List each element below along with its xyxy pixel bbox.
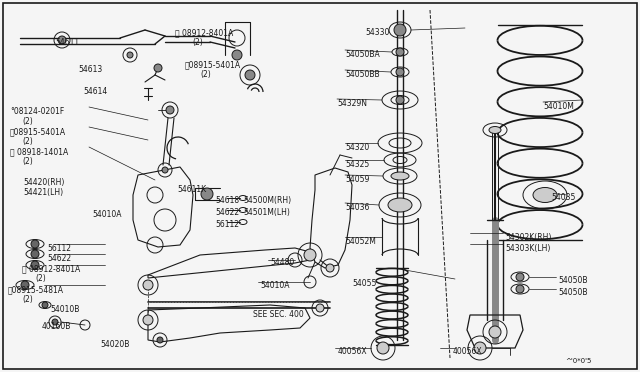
Text: Ⓦ08915-5401A: Ⓦ08915-5401A	[185, 60, 241, 69]
Text: 54020B: 54020B	[100, 340, 129, 349]
Text: 54010M: 54010M	[543, 102, 574, 111]
Text: 54303K(LH): 54303K(LH)	[505, 244, 550, 253]
Text: 54055: 54055	[352, 279, 376, 288]
Text: 54010A: 54010A	[260, 281, 289, 290]
Circle shape	[31, 250, 39, 258]
Circle shape	[42, 302, 48, 308]
Text: Ⓦ08915-5481A: Ⓦ08915-5481A	[8, 285, 64, 294]
Text: 40056X: 40056X	[453, 347, 483, 356]
Circle shape	[396, 48, 404, 56]
Text: 40160B: 40160B	[42, 322, 72, 331]
Text: (2): (2)	[22, 137, 33, 146]
Text: 54050B: 54050B	[558, 288, 588, 297]
Text: 54010A: 54010A	[92, 210, 122, 219]
Circle shape	[21, 281, 29, 289]
Text: 54622: 54622	[47, 254, 71, 263]
Text: (2): (2)	[35, 274, 45, 283]
Text: 54500M(RH): 54500M(RH)	[243, 196, 291, 205]
Text: 54480: 54480	[270, 258, 294, 267]
Text: 54052M: 54052M	[345, 237, 376, 246]
Text: 56112: 56112	[47, 244, 71, 253]
Text: ^'0*0'5: ^'0*0'5	[565, 358, 591, 364]
Circle shape	[394, 24, 406, 36]
Text: 54622: 54622	[215, 208, 239, 217]
Text: 54325: 54325	[345, 160, 369, 169]
Text: 54059: 54059	[345, 175, 369, 184]
Text: °08124-0201F: °08124-0201F	[10, 107, 64, 116]
Circle shape	[31, 240, 39, 248]
Circle shape	[474, 342, 486, 354]
Circle shape	[143, 280, 153, 290]
Text: 54618: 54618	[215, 196, 239, 205]
Circle shape	[516, 285, 524, 293]
Text: (2): (2)	[22, 157, 33, 166]
Text: (2): (2)	[22, 295, 33, 304]
Text: 54611: 54611	[55, 38, 79, 47]
Circle shape	[201, 188, 213, 200]
Circle shape	[304, 249, 316, 261]
Text: 54035: 54035	[551, 193, 575, 202]
Circle shape	[31, 261, 39, 269]
Text: 40056X: 40056X	[338, 347, 367, 356]
Circle shape	[52, 319, 58, 325]
Text: Ⓝ 08912-8401A: Ⓝ 08912-8401A	[175, 28, 233, 37]
Text: (2): (2)	[200, 70, 211, 79]
Text: Ⓝ 08918-1401A: Ⓝ 08918-1401A	[10, 147, 68, 156]
Text: 54036: 54036	[345, 203, 369, 212]
Text: SEE SEC. 400: SEE SEC. 400	[253, 310, 304, 319]
Text: 54050BB: 54050BB	[345, 70, 380, 79]
Ellipse shape	[489, 126, 501, 134]
Circle shape	[143, 315, 153, 325]
Circle shape	[127, 52, 133, 58]
Text: 54614: 54614	[83, 87, 108, 96]
Text: 54050B: 54050B	[558, 276, 588, 285]
Circle shape	[154, 64, 162, 72]
Text: 54010B: 54010B	[50, 305, 79, 314]
Circle shape	[396, 96, 404, 104]
Text: 54302K(RH): 54302K(RH)	[505, 233, 552, 242]
Text: 54320: 54320	[345, 143, 369, 152]
Text: Ⓦ08915-5401A: Ⓦ08915-5401A	[10, 127, 66, 136]
Circle shape	[232, 50, 242, 60]
Circle shape	[396, 68, 404, 76]
Circle shape	[245, 70, 255, 80]
Text: 54420(RH): 54420(RH)	[23, 178, 65, 187]
Text: 56112: 56112	[215, 220, 239, 229]
Circle shape	[157, 337, 163, 343]
Text: 54329N: 54329N	[337, 99, 367, 108]
Text: Ⓝ 08912-8401A: Ⓝ 08912-8401A	[22, 264, 80, 273]
Text: 54613: 54613	[78, 65, 102, 74]
Text: 54501M(LH): 54501M(LH)	[243, 208, 290, 217]
Text: 54050BA: 54050BA	[345, 50, 380, 59]
Circle shape	[316, 304, 324, 312]
Circle shape	[162, 167, 168, 173]
Circle shape	[516, 273, 524, 281]
Text: 54421(LH): 54421(LH)	[23, 188, 63, 197]
Circle shape	[166, 106, 174, 114]
Text: (2): (2)	[22, 117, 33, 126]
Circle shape	[377, 342, 389, 354]
Circle shape	[58, 36, 66, 44]
Ellipse shape	[533, 187, 557, 202]
Ellipse shape	[391, 172, 409, 180]
Text: 54330: 54330	[365, 28, 389, 37]
Circle shape	[489, 326, 501, 338]
Text: 54611K: 54611K	[177, 185, 206, 194]
Ellipse shape	[388, 198, 412, 212]
Text: (2): (2)	[192, 38, 203, 47]
Circle shape	[326, 264, 334, 272]
